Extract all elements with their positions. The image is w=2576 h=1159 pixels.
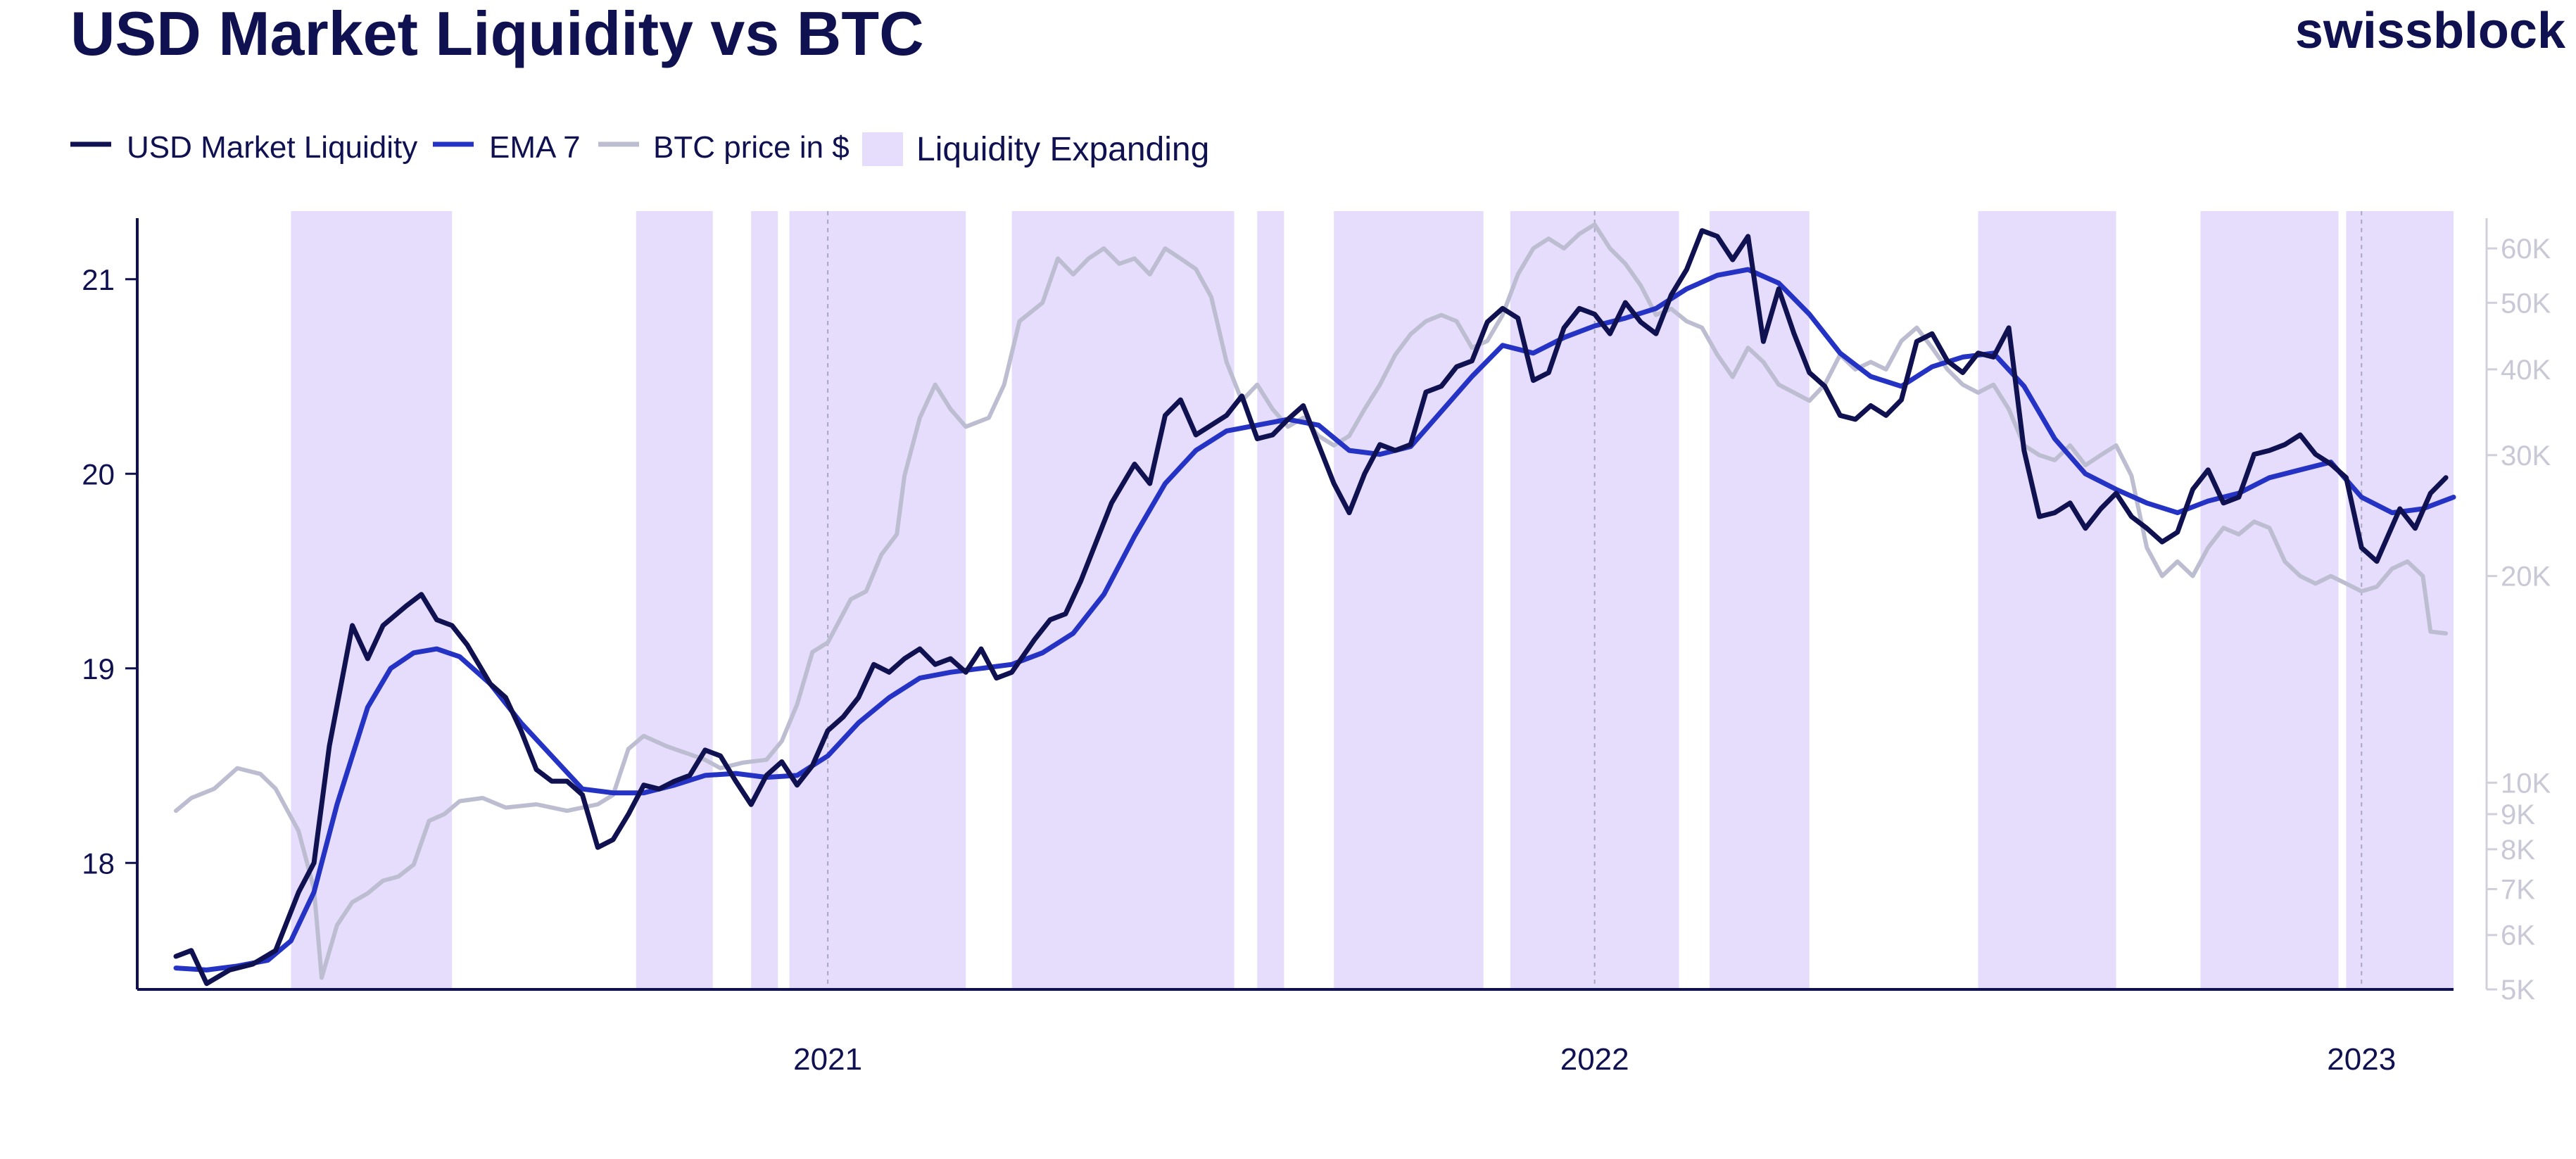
right-tick-label-2: 7K bbox=[2501, 874, 2535, 905]
series-btc-group bbox=[174, 222, 2449, 980]
series-liquidity-group bbox=[173, 228, 2449, 987]
right-tick-label-9: 50K bbox=[2501, 288, 2551, 319]
chart-title: USD Market Liquidity vs BTC bbox=[70, 0, 924, 68]
series-liquidity-line bbox=[173, 228, 2449, 987]
year-guides bbox=[827, 211, 2363, 989]
right-tick-label-1: 6K bbox=[2501, 920, 2535, 951]
expanding-region-0 bbox=[291, 211, 453, 989]
right-tick-label-10: 60K bbox=[2501, 234, 2551, 265]
legend-item-liquidity: USD Market Liquidity bbox=[70, 130, 417, 165]
expanding-region-5 bbox=[1257, 211, 1284, 989]
expanding-region-2 bbox=[751, 211, 778, 989]
right-tick-label-5: 10K bbox=[2501, 768, 2551, 799]
left-axis-ticks: 18 19 20 21 bbox=[82, 263, 137, 880]
x-tick-label-2: 2023 bbox=[2327, 1042, 2396, 1077]
right-tick-label-8: 40K bbox=[2501, 355, 2551, 386]
left-tick-label-0: 18 bbox=[82, 847, 115, 880]
expanding-regions bbox=[291, 211, 2454, 989]
x-axis-ticks: 2021 2022 2023 bbox=[793, 1042, 2396, 1077]
legend-label-expanding: Liquidity Expanding bbox=[916, 131, 1209, 168]
legend-swatch-expanding bbox=[862, 132, 903, 166]
expanding-region-6 bbox=[1334, 211, 1484, 989]
expanding-region-9 bbox=[1978, 211, 2116, 989]
legend-item-btc: BTC price in $ bbox=[598, 130, 850, 165]
legend-item-ema7: EMA 7 bbox=[433, 130, 581, 165]
legend-item-expanding: Liquidity Expanding bbox=[862, 131, 1209, 168]
right-tick-label-0: 5K bbox=[2501, 975, 2535, 1006]
legend-label-liquidity: USD Market Liquidity bbox=[127, 130, 417, 165]
expanding-region-3 bbox=[789, 211, 966, 989]
right-tick-label-6: 20K bbox=[2501, 562, 2551, 593]
right-tick-label-4: 9K bbox=[2501, 799, 2535, 830]
left-tick-label-2: 20 bbox=[82, 457, 115, 490]
x-tick-label-0: 2021 bbox=[793, 1042, 862, 1077]
left-tick-label-3: 21 bbox=[82, 263, 115, 296]
left-tick-label-1: 19 bbox=[82, 652, 115, 685]
legend: USD Market Liquidity EMA 7 BTC price in … bbox=[70, 130, 1209, 168]
expanding-region-1 bbox=[636, 211, 713, 989]
legend-label-btc: BTC price in $ bbox=[653, 130, 850, 165]
expanding-region-11 bbox=[2346, 211, 2454, 989]
series-btc-line bbox=[174, 222, 2449, 980]
right-tick-label-3: 8K bbox=[2501, 835, 2535, 866]
x-tick-label-1: 2022 bbox=[1560, 1042, 1629, 1077]
expanding-region-4 bbox=[1011, 211, 1235, 989]
legend-label-ema7: EMA 7 bbox=[489, 130, 581, 165]
expanding-region-10 bbox=[2200, 211, 2339, 989]
expanding-region-8 bbox=[1710, 211, 1810, 989]
brand-logo: swissblock bbox=[2295, 3, 2566, 59]
right-tick-label-7: 30K bbox=[2501, 441, 2551, 471]
